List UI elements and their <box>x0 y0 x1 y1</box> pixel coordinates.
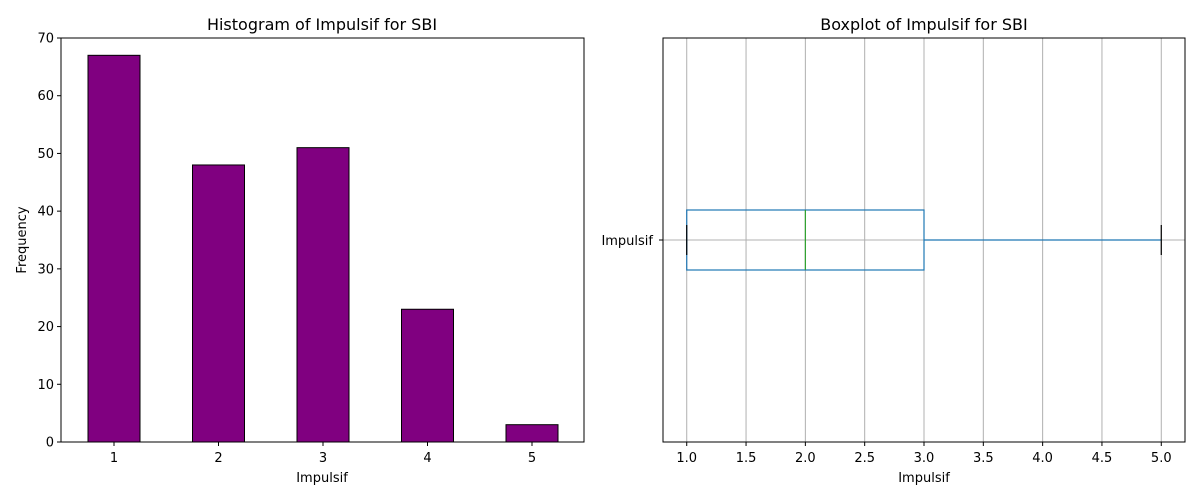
histogram-ytick-label: 70 <box>37 32 54 47</box>
boxplot-ytick-label: Impulsif <box>601 234 653 249</box>
histogram-xtick-label: 5 <box>528 451 536 466</box>
histogram-bars <box>87 54 559 443</box>
histogram-ylabel: Frequency <box>15 206 30 273</box>
histogram-ticks: 0 10 20 30 40 50 60 70 1 2 3 4 5 <box>37 32 536 467</box>
histogram-xtick-label: 3 <box>319 451 327 466</box>
histogram-ytick-label: 20 <box>37 320 54 335</box>
histogram-bar-4 <box>401 308 454 443</box>
boxplot-xtick-label: 1.0 <box>676 451 697 466</box>
histogram-plot-frame <box>60 37 585 443</box>
histogram-bar-2 <box>192 164 245 443</box>
boxplot-plot-frame <box>662 37 1186 443</box>
histogram-ytick-label: 30 <box>37 262 54 277</box>
boxplot-xtick-label: 2.5 <box>854 451 875 466</box>
histogram-ytick-label: 10 <box>37 378 54 393</box>
boxplot-ticks: 1.0 1.5 2.0 2.5 3.0 3.5 4.0 4.5 5.0 Impulsif <box>601 234 1171 466</box>
boxplot-xtick-label: 2.0 <box>795 451 816 466</box>
histogram-ytick-label: 60 <box>37 89 54 104</box>
boxplot-xtick-label: 1.5 <box>736 451 757 466</box>
histogram-xlabel: Impulsif <box>296 471 348 486</box>
boxplot-xlabel: Impulsif <box>898 471 950 486</box>
histogram-xtick-label: 2 <box>214 451 222 466</box>
boxplot-chart: Boxplot of Impulsif for SBI Impulsif 1.0… <box>601 15 1186 486</box>
histogram-ytick-label: 50 <box>37 147 54 162</box>
histogram-xtick-label: 1 <box>110 451 118 466</box>
boxplot-title: Boxplot of Impulsif for SBI <box>820 15 1027 34</box>
histogram-chart: Histogram of Impulsif for SBI Frequency … <box>15 15 585 486</box>
histogram-bar-3 <box>296 147 350 443</box>
boxplot-xtick-label: 3.5 <box>973 451 994 466</box>
boxplot-xtick-label: 3.0 <box>914 451 935 466</box>
boxplot-marks <box>686 209 1162 271</box>
histogram-bar-1 <box>87 54 141 443</box>
histogram-xtick-label: 4 <box>423 451 431 466</box>
boxplot-xtick-label: 4.0 <box>1032 451 1053 466</box>
histogram-ytick-label: 40 <box>37 205 54 220</box>
boxplot-xtick-label: 5.0 <box>1151 451 1172 466</box>
boxplot-xtick-label: 4.5 <box>1092 451 1113 466</box>
histogram-ytick-label: 0 <box>46 436 54 451</box>
histogram-title: Histogram of Impulsif for SBI <box>207 15 437 34</box>
histogram-bar-5 <box>505 424 559 443</box>
